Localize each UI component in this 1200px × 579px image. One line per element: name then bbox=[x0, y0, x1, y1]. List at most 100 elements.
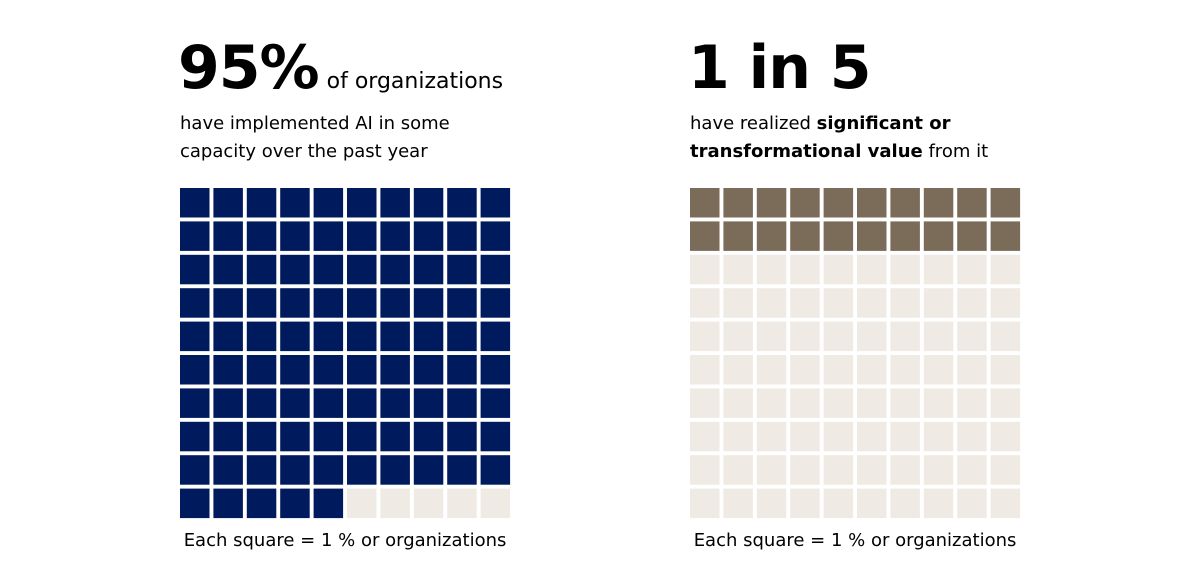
filled-square bbox=[180, 388, 210, 418]
empty-square bbox=[790, 321, 820, 352]
empty-square bbox=[347, 488, 377, 519]
filled-square bbox=[347, 321, 377, 352]
empty-square bbox=[690, 355, 720, 385]
filled-square bbox=[246, 421, 277, 452]
filled-square bbox=[447, 355, 477, 385]
empty-square bbox=[990, 455, 1021, 485]
filled-square bbox=[480, 221, 511, 251]
filled-square bbox=[480, 421, 511, 452]
filled-square bbox=[246, 221, 277, 251]
empty-square bbox=[690, 388, 720, 418]
filled-square bbox=[447, 455, 477, 485]
filled-square bbox=[480, 355, 511, 385]
filled-square bbox=[213, 254, 243, 285]
empty-square bbox=[756, 321, 787, 352]
empty-square bbox=[756, 355, 787, 385]
empty-square bbox=[990, 388, 1021, 418]
filled-square bbox=[480, 455, 511, 485]
empty-square bbox=[890, 388, 920, 418]
empty-square bbox=[857, 288, 887, 318]
filled-square bbox=[447, 321, 477, 352]
filled-square bbox=[413, 288, 444, 318]
empty-square bbox=[723, 421, 753, 452]
filled-square bbox=[213, 421, 243, 452]
filled-square bbox=[246, 288, 277, 318]
empty-square bbox=[756, 288, 787, 318]
filled-square bbox=[180, 455, 210, 485]
filled-square bbox=[246, 188, 277, 218]
filled-square bbox=[213, 388, 243, 418]
empty-square bbox=[723, 254, 753, 285]
filled-square bbox=[180, 221, 210, 251]
filled-square bbox=[213, 455, 243, 485]
filled-square bbox=[280, 488, 310, 519]
headline-lead: of organizations bbox=[327, 69, 503, 94]
empty-square bbox=[690, 321, 720, 352]
empty-square bbox=[890, 288, 920, 318]
empty-square bbox=[690, 488, 720, 519]
empty-square bbox=[413, 488, 444, 519]
filled-square bbox=[280, 455, 310, 485]
filled-square bbox=[280, 254, 310, 285]
empty-square bbox=[957, 321, 987, 352]
filled-square bbox=[823, 188, 854, 218]
filled-square bbox=[313, 321, 344, 352]
filled-square bbox=[790, 221, 820, 251]
empty-square bbox=[990, 288, 1021, 318]
empty-square bbox=[790, 288, 820, 318]
filled-square bbox=[857, 221, 887, 251]
filled-square bbox=[480, 321, 511, 352]
filled-square bbox=[480, 288, 511, 318]
filled-square bbox=[280, 321, 310, 352]
empty-square bbox=[823, 321, 854, 352]
empty-square bbox=[690, 288, 720, 318]
empty-square bbox=[823, 455, 854, 485]
empty-square bbox=[957, 254, 987, 285]
empty-square bbox=[990, 355, 1021, 385]
empty-square bbox=[957, 488, 987, 519]
empty-square bbox=[790, 421, 820, 452]
filled-square bbox=[347, 221, 377, 251]
empty-square bbox=[890, 321, 920, 352]
filled-square bbox=[957, 221, 987, 251]
filled-square bbox=[213, 488, 243, 519]
empty-square bbox=[790, 254, 820, 285]
empty-square bbox=[923, 288, 954, 318]
empty-square bbox=[690, 421, 720, 452]
filled-square bbox=[347, 388, 377, 418]
filled-square bbox=[380, 321, 410, 352]
empty-square bbox=[723, 388, 753, 418]
empty-square bbox=[790, 388, 820, 418]
filled-square bbox=[380, 388, 410, 418]
filled-square bbox=[756, 221, 787, 251]
filled-square bbox=[480, 254, 511, 285]
filled-square bbox=[413, 321, 444, 352]
subtitle-line: transformational value from it bbox=[690, 141, 988, 162]
filled-square bbox=[347, 288, 377, 318]
filled-square bbox=[180, 488, 210, 519]
subtitle-run: from it bbox=[923, 141, 988, 162]
empty-square bbox=[823, 488, 854, 519]
filled-square bbox=[313, 388, 344, 418]
filled-square bbox=[413, 455, 444, 485]
empty-square bbox=[890, 455, 920, 485]
filled-square bbox=[180, 288, 210, 318]
filled-square bbox=[280, 355, 310, 385]
filled-square bbox=[690, 221, 720, 251]
filled-square bbox=[280, 421, 310, 452]
waffle-panel: 1 in 5 have realized significant or transf… bbox=[688, 33, 1021, 551]
filled-square bbox=[723, 188, 753, 218]
empty-square bbox=[857, 455, 887, 485]
filled-square bbox=[990, 221, 1021, 251]
headline: 1 in 5 bbox=[688, 33, 871, 103]
empty-square bbox=[790, 355, 820, 385]
empty-square bbox=[756, 388, 787, 418]
filled-square bbox=[413, 355, 444, 385]
subtitle-run: capacity over the past year bbox=[180, 141, 428, 162]
filled-square bbox=[280, 188, 310, 218]
empty-square bbox=[857, 388, 887, 418]
headline: 95% bbox=[178, 33, 319, 103]
filled-square bbox=[347, 421, 377, 452]
empty-square bbox=[957, 355, 987, 385]
filled-square bbox=[890, 188, 920, 218]
